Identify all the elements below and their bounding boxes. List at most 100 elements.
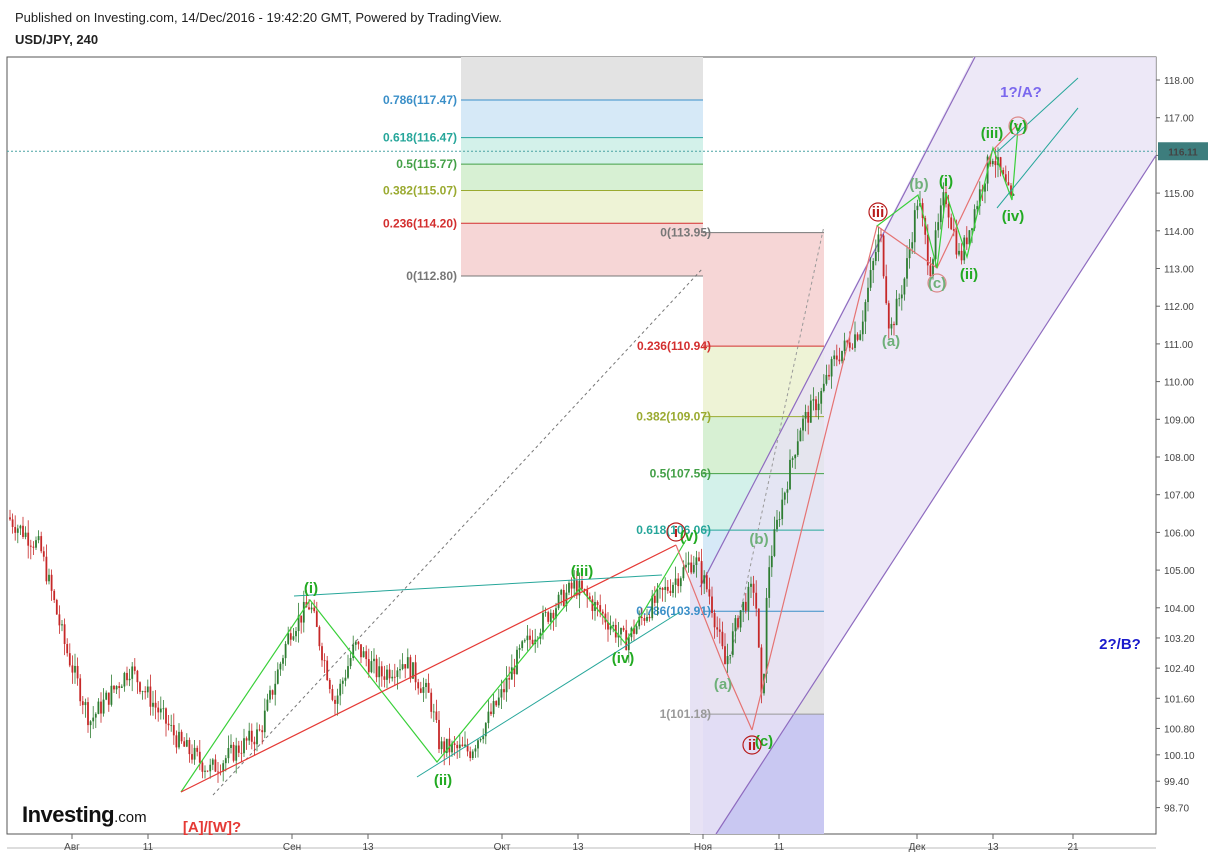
candle-body: [830, 359, 833, 377]
candle-body: [318, 626, 321, 647]
candle-body: [464, 744, 466, 747]
candle-body: [193, 747, 196, 760]
price-tick-label-11: 107.00: [1164, 491, 1195, 502]
candle-body: [323, 660, 326, 662]
fib-band-lower-0: [703, 232, 824, 347]
candle-body: [734, 618, 737, 632]
candle-body: [102, 699, 105, 714]
candle-body: [19, 525, 22, 529]
candle-body: [183, 741, 186, 747]
candle-body: [378, 666, 381, 678]
candle-body: [430, 692, 433, 712]
candle-body: [349, 658, 352, 667]
candle-body: [895, 298, 898, 326]
candle-body: [258, 729, 261, 731]
candle-body: [843, 340, 846, 351]
candle-body: [477, 740, 479, 749]
candle-body: [999, 157, 1002, 171]
candle-body: [651, 595, 654, 619]
candle-body: [505, 678, 508, 693]
candle-body: [640, 616, 643, 619]
candle-body: [695, 557, 698, 566]
candle-body: [841, 350, 843, 362]
price-tick-label-15: 103.20: [1164, 634, 1195, 645]
candle-body: [89, 721, 92, 726]
candle-body: [612, 624, 615, 627]
candle-body: [908, 248, 911, 259]
candle-body: [960, 250, 963, 261]
candle-body: [37, 536, 40, 541]
candle-body: [206, 770, 209, 772]
wave-label-3: (iv): [612, 650, 635, 667]
candle-body: [781, 499, 784, 520]
price-tick-label-16: 102.40: [1164, 664, 1195, 675]
wave-marker-circle-13: [927, 273, 947, 293]
candle-body: [622, 627, 625, 631]
wave-marker-circle-18: [1008, 116, 1028, 136]
wave-label-16: (iii): [981, 125, 1004, 142]
candle-body: [666, 586, 669, 591]
fib-label-lower-2: 0.382(109.07): [636, 410, 711, 424]
candle-body: [643, 618, 646, 621]
channel-upper-line: [699, 56, 976, 588]
candle-body: [529, 635, 531, 640]
fib-band-upper-4: [461, 223, 703, 277]
candle-body: [310, 607, 313, 610]
candle-body: [300, 615, 303, 623]
candle-body: [87, 702, 89, 726]
candle-body: [924, 218, 927, 235]
price-tick-label-0: 118.00: [1164, 76, 1194, 87]
candle-body: [61, 624, 63, 626]
candle-body: [474, 748, 477, 752]
candle-body: [783, 492, 786, 500]
fib-label-upper-2: 0.5(115.77): [396, 157, 457, 171]
candle-body: [705, 575, 708, 590]
candle-body: [352, 644, 355, 659]
candle-body: [804, 411, 807, 419]
candle-body: [718, 629, 721, 632]
candle-body: [48, 574, 50, 582]
candle-body: [588, 596, 591, 600]
candle-body: [100, 701, 102, 714]
price-tick-label-19: 100.10: [1164, 751, 1195, 762]
candle-body: [549, 612, 552, 622]
candle-body: [321, 646, 323, 661]
candle-body: [128, 678, 131, 681]
candle-body: [510, 667, 513, 680]
candle-body: [731, 631, 734, 655]
wave-label-18: (v): [1009, 118, 1027, 135]
candle-body: [596, 601, 599, 606]
candle-body: [599, 605, 602, 612]
candle-body: [729, 654, 732, 657]
candle-body: [243, 738, 245, 754]
price-tick-label-1: 117.00: [1164, 114, 1194, 125]
candle-body: [937, 222, 940, 231]
candle-body: [1004, 174, 1007, 183]
candle-body: [789, 459, 791, 490]
candle-body: [570, 582, 573, 589]
candle-body: [191, 754, 193, 760]
candle-body: [404, 664, 407, 669]
candle-body: [752, 583, 755, 593]
candle-body: [700, 560, 703, 584]
candle-body: [838, 359, 841, 362]
candle-body: [737, 618, 739, 628]
candle-body: [656, 589, 659, 603]
candle-body: [687, 562, 690, 565]
candle-body: [1007, 182, 1010, 186]
candle-body: [269, 690, 271, 700]
wave-projection-lower: [996, 107, 1079, 209]
candle-body: [209, 764, 212, 772]
candle-body: [393, 676, 396, 678]
candle-body: [495, 701, 498, 706]
time-tick-label-3: 13: [362, 842, 374, 853]
price-tick-label-18: 100.80: [1164, 724, 1195, 735]
candle-body: [146, 686, 149, 693]
candle-body: [66, 644, 69, 654]
wave-line-correction: [675, 544, 753, 731]
candle-body: [721, 631, 724, 647]
fib-band-upper-2: [461, 164, 703, 191]
candle-body: [724, 646, 726, 665]
candle-body: [297, 615, 300, 632]
